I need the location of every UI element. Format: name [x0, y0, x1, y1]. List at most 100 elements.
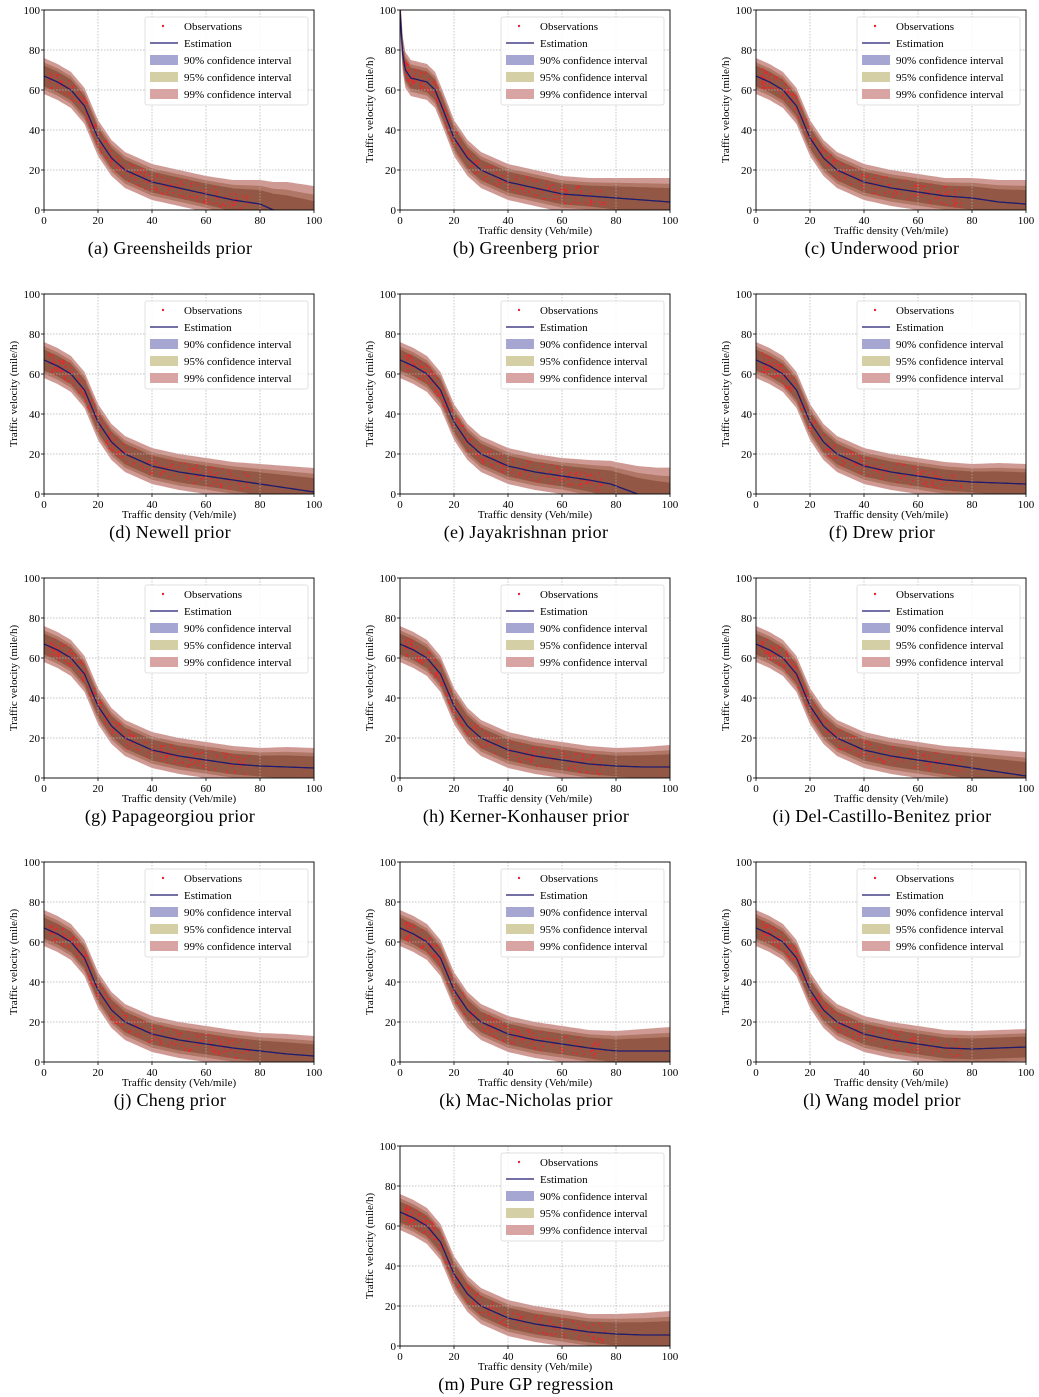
observation-point	[419, 360, 422, 363]
observation-point	[524, 192, 526, 194]
ci99-band	[44, 910, 314, 1062]
legend-observations-label: Observations	[540, 305, 598, 317]
observation-point	[422, 660, 425, 663]
observation-point	[417, 1213, 420, 1216]
observation-point	[175, 756, 178, 759]
observation-point	[795, 668, 798, 670]
observation-point	[523, 1316, 526, 1318]
observation-point	[953, 203, 956, 206]
observation-point	[163, 755, 166, 757]
observation-point	[913, 195, 916, 197]
observation-point	[589, 759, 591, 762]
observation-point	[868, 751, 870, 754]
observation-point	[550, 1333, 553, 1335]
observation-point	[840, 464, 843, 467]
observation-point	[428, 650, 431, 653]
observation-point	[953, 188, 956, 191]
observation-point	[846, 745, 849, 748]
observation-point	[412, 652, 415, 655]
observation-point	[905, 198, 908, 201]
observation-point	[423, 73, 426, 75]
observation-point	[229, 472, 232, 475]
observation-point	[515, 475, 517, 478]
observation-point	[599, 484, 602, 486]
observation-point	[441, 1236, 444, 1239]
observation-point	[767, 371, 769, 374]
observation-point	[591, 1054, 594, 1057]
observation-point	[582, 758, 584, 761]
observation-point	[81, 679, 84, 682]
observation-point	[843, 1019, 846, 1022]
observation-point	[788, 87, 791, 90]
observation-point	[492, 165, 495, 168]
x-tick-label: 0	[397, 215, 403, 227]
observation-point	[406, 365, 408, 368]
observation-point	[194, 753, 197, 755]
observation-point	[827, 449, 830, 451]
observation-point	[98, 986, 101, 989]
observation-point	[128, 729, 131, 732]
observation-point	[846, 733, 849, 736]
observation-point	[564, 202, 567, 205]
observation-point	[56, 927, 59, 930]
y-tick-label: 80	[741, 45, 753, 57]
observation-point	[533, 193, 536, 196]
observation-point	[592, 1337, 594, 1339]
observation-point	[945, 185, 948, 188]
observation-point	[569, 483, 572, 486]
observation-point	[915, 1048, 918, 1051]
observation-point	[541, 1037, 544, 1040]
observation-point	[451, 424, 454, 427]
observation-point	[149, 472, 152, 475]
observation-point	[121, 730, 123, 733]
observation-point	[173, 762, 175, 765]
observation-point	[437, 1244, 440, 1246]
x-tick-label: 40	[503, 499, 515, 511]
observation-point	[871, 1039, 873, 1042]
observation-point	[197, 752, 199, 755]
observation-point	[56, 652, 59, 655]
observation-point	[63, 645, 65, 648]
observation-point	[508, 739, 511, 742]
observation-point	[537, 1320, 540, 1323]
observation-point	[767, 652, 770, 655]
observation-point	[246, 475, 249, 478]
observation-point	[795, 954, 798, 957]
observation-point	[943, 185, 946, 188]
observation-point	[860, 750, 862, 752]
observation-point	[555, 1333, 557, 1335]
observation-point	[96, 994, 98, 997]
observation-point	[173, 474, 176, 477]
legend-ci99-swatch	[862, 941, 890, 951]
observation-point	[932, 484, 935, 487]
observation-point	[806, 695, 809, 697]
y-tick-label: 20	[385, 449, 397, 461]
observation-point	[788, 958, 791, 961]
observation-point	[128, 734, 131, 737]
observation-point	[181, 1045, 183, 1048]
observation-point	[924, 757, 927, 760]
observation-point	[574, 189, 577, 192]
observation-point	[532, 756, 534, 759]
observation-point	[427, 651, 429, 654]
observation-point	[762, 81, 765, 84]
observation-point	[549, 754, 552, 757]
observation-point	[431, 81, 434, 84]
observation-point	[248, 211, 250, 213]
observation-point	[213, 186, 216, 189]
observation-point	[429, 668, 432, 670]
observation-point	[226, 769, 229, 772]
observation-point	[194, 1044, 196, 1047]
observation-point	[591, 754, 594, 756]
observation-point	[438, 678, 441, 680]
observation-point	[85, 105, 87, 107]
observation-point	[98, 133, 101, 136]
legend-ci90-swatch	[150, 55, 178, 65]
observation-point	[945, 1044, 948, 1046]
observation-point	[519, 471, 522, 474]
observation-point	[844, 178, 846, 180]
observation-point	[51, 368, 53, 371]
observation-point	[824, 721, 827, 724]
